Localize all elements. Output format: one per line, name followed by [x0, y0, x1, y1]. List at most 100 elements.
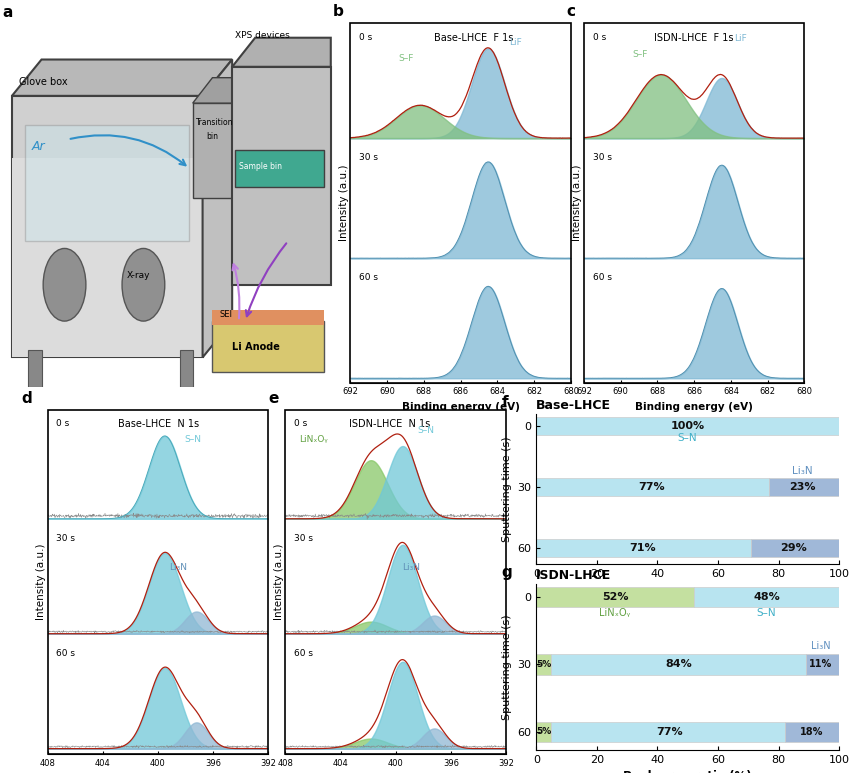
Text: 60 s: 60 s	[294, 649, 313, 658]
Bar	[785, 722, 839, 742]
Bar	[536, 655, 552, 675]
Text: 18%: 18%	[800, 727, 823, 737]
Text: g: g	[502, 565, 512, 580]
Text: ISDN-LHCE  N 1s: ISDN-LHCE N 1s	[349, 419, 431, 429]
Text: 29%: 29%	[780, 543, 807, 553]
Bar	[552, 722, 785, 742]
FancyBboxPatch shape	[12, 96, 202, 357]
Text: 0 s: 0 s	[294, 419, 308, 427]
Text: 77%: 77%	[657, 727, 682, 737]
Text: S–N: S–N	[418, 425, 435, 434]
Text: 30 s: 30 s	[56, 533, 75, 543]
Text: e: e	[268, 391, 279, 406]
Bar	[770, 478, 839, 496]
FancyBboxPatch shape	[232, 66, 330, 284]
Text: 30 s: 30 s	[593, 153, 612, 162]
FancyBboxPatch shape	[193, 103, 235, 198]
Text: 30 s: 30 s	[359, 153, 378, 162]
Text: LiNₓOᵧ: LiNₓOᵧ	[599, 608, 631, 618]
Text: 84%: 84%	[665, 659, 692, 669]
Bar	[213, 321, 324, 372]
Text: Ar: Ar	[32, 141, 45, 153]
Text: 77%: 77%	[638, 482, 664, 492]
Text: S–N: S–N	[757, 608, 776, 618]
Bar	[536, 417, 839, 435]
Text: 60 s: 60 s	[56, 649, 75, 658]
X-axis label: Binding energy (eV): Binding energy (eV)	[635, 402, 753, 412]
Bar	[536, 478, 770, 496]
Text: XPS devices: XPS devices	[235, 31, 290, 39]
Text: S–N: S–N	[184, 434, 202, 444]
Polygon shape	[232, 38, 330, 66]
Text: 0 s: 0 s	[593, 32, 606, 42]
Bar	[235, 150, 324, 186]
Text: 23%: 23%	[790, 482, 816, 492]
Text: 71%: 71%	[629, 543, 656, 553]
Text: b: b	[333, 5, 344, 19]
Polygon shape	[193, 77, 255, 103]
Text: 52%: 52%	[602, 592, 628, 602]
Text: 30 s: 30 s	[294, 533, 313, 543]
Text: LiF: LiF	[509, 38, 522, 46]
Bar	[536, 722, 552, 742]
Bar	[25, 125, 189, 241]
Y-axis label: Intensity (a.u.): Intensity (a.u.)	[573, 165, 582, 241]
Y-axis label: Intensity (a.u.): Intensity (a.u.)	[36, 543, 46, 620]
Ellipse shape	[43, 248, 86, 321]
Text: Glove box: Glove box	[18, 77, 67, 87]
Text: ISDN-LHCE: ISDN-LHCE	[536, 570, 612, 582]
Bar	[751, 539, 839, 557]
Bar	[536, 539, 751, 557]
Text: Li₃N: Li₃N	[792, 465, 813, 475]
Text: SEI: SEI	[219, 311, 232, 319]
Text: Sample bin: Sample bin	[239, 162, 282, 171]
Bar	[213, 310, 324, 325]
Bar	[694, 587, 839, 608]
Text: Li₃N: Li₃N	[169, 564, 187, 572]
Bar	[536, 587, 694, 608]
X-axis label: Peak area ratio (%): Peak area ratio (%)	[624, 770, 752, 773]
Y-axis label: Sputtering time (s): Sputtering time (s)	[502, 614, 512, 720]
Bar	[12, 158, 202, 357]
Text: 100%: 100%	[670, 421, 705, 431]
Text: 60 s: 60 s	[593, 273, 612, 282]
Text: bin: bin	[206, 132, 218, 141]
Polygon shape	[12, 60, 232, 96]
Text: 0 s: 0 s	[56, 419, 70, 427]
Text: 11%: 11%	[810, 659, 832, 669]
Bar	[180, 350, 193, 386]
Text: 5%: 5%	[536, 660, 552, 669]
Text: ISDN-LHCE  F 1s: ISDN-LHCE F 1s	[655, 32, 734, 43]
X-axis label: Peak area ratio (%): Peak area ratio (%)	[624, 584, 752, 598]
Text: d: d	[22, 391, 32, 406]
Polygon shape	[202, 60, 232, 357]
Text: S–N: S–N	[678, 433, 697, 443]
Text: Li₃N: Li₃N	[402, 564, 420, 572]
Text: 0 s: 0 s	[359, 32, 373, 42]
Text: 48%: 48%	[753, 592, 779, 602]
Text: 60 s: 60 s	[359, 273, 378, 282]
Text: a: a	[2, 5, 12, 19]
Y-axis label: Intensity (a.u.): Intensity (a.u.)	[339, 165, 349, 241]
Text: 5%: 5%	[536, 727, 552, 737]
Text: f: f	[502, 395, 509, 410]
Text: c: c	[567, 5, 575, 19]
X-axis label: Binding energy (eV): Binding energy (eV)	[401, 402, 520, 412]
Bar	[806, 655, 839, 675]
Text: S–F: S–F	[399, 54, 414, 63]
Text: LiF: LiF	[734, 34, 746, 43]
Bar	[552, 655, 806, 675]
Text: X-ray: X-ray	[127, 271, 151, 280]
Text: Li Anode: Li Anode	[232, 342, 280, 352]
Y-axis label: Sputtering time (s): Sputtering time (s)	[502, 436, 512, 542]
Text: S–F: S–F	[632, 49, 648, 59]
Text: Base-LHCE  F 1s: Base-LHCE F 1s	[434, 32, 514, 43]
Text: Base-LHCE  N 1s: Base-LHCE N 1s	[119, 419, 199, 429]
Y-axis label: Intensity (a.u.): Intensity (a.u.)	[274, 543, 284, 620]
Text: Transition: Transition	[196, 118, 234, 127]
Text: LiNₓOᵧ: LiNₓOᵧ	[298, 434, 328, 444]
Text: Base-LHCE: Base-LHCE	[536, 400, 612, 412]
Ellipse shape	[122, 248, 165, 321]
Text: Li₃N: Li₃N	[811, 642, 830, 652]
Bar	[29, 350, 42, 386]
